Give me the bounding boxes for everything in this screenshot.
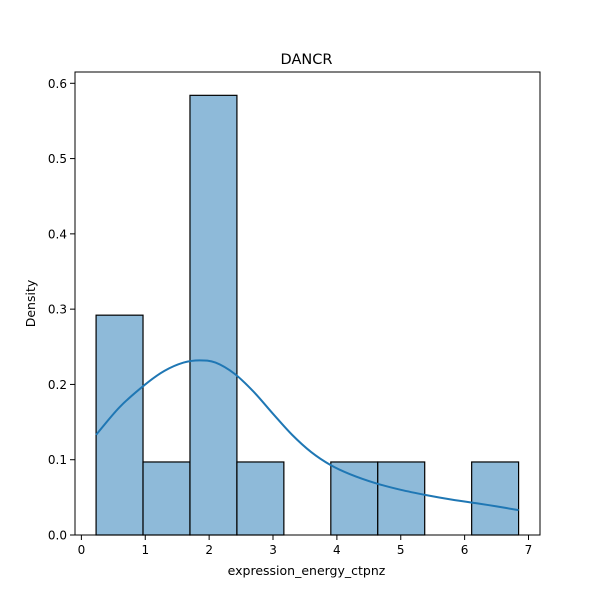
y-tick-label: 0.2 bbox=[48, 378, 67, 392]
y-axis-label: Density bbox=[23, 279, 38, 327]
kde-curve bbox=[95, 359, 519, 512]
y-tick-label: 0.4 bbox=[48, 227, 67, 241]
histogram-bar-9 bbox=[471, 461, 520, 536]
plot-area: 0 1 2 3 4 5 6 7 0.0 0.1 0.2 0.3 0.4 0.5 0.6 bbox=[48, 71, 541, 557]
x-axis-label: expression_energy_ctpnz bbox=[228, 563, 386, 578]
histogram-bar-4 bbox=[236, 461, 285, 536]
histogram-bar-2 bbox=[142, 461, 191, 536]
y-tick-label: 0.6 bbox=[48, 77, 67, 91]
y-tick-label: 0.5 bbox=[48, 152, 67, 166]
x-tick-label: 7 bbox=[525, 543, 533, 557]
chart-title: DANCR bbox=[281, 52, 333, 68]
y-tick-label: 0.3 bbox=[48, 303, 67, 317]
x-tick-label: 5 bbox=[397, 543, 405, 557]
x-tick-label: 6 bbox=[461, 543, 469, 557]
x-tick-label: 0 bbox=[78, 543, 86, 557]
y-tick-label: 0.0 bbox=[48, 529, 67, 543]
x-tick-label: 2 bbox=[205, 543, 213, 557]
histogram-bar-6 bbox=[330, 461, 379, 536]
x-tick-label: 4 bbox=[333, 543, 341, 557]
x-tick-label: 1 bbox=[141, 543, 149, 557]
y-tick-label: 0.1 bbox=[48, 453, 67, 467]
axes-frame bbox=[74, 71, 541, 536]
histogram-bar-7 bbox=[377, 461, 426, 536]
x-tick-label: 3 bbox=[269, 543, 277, 557]
histogram-bar-3 bbox=[189, 94, 238, 536]
